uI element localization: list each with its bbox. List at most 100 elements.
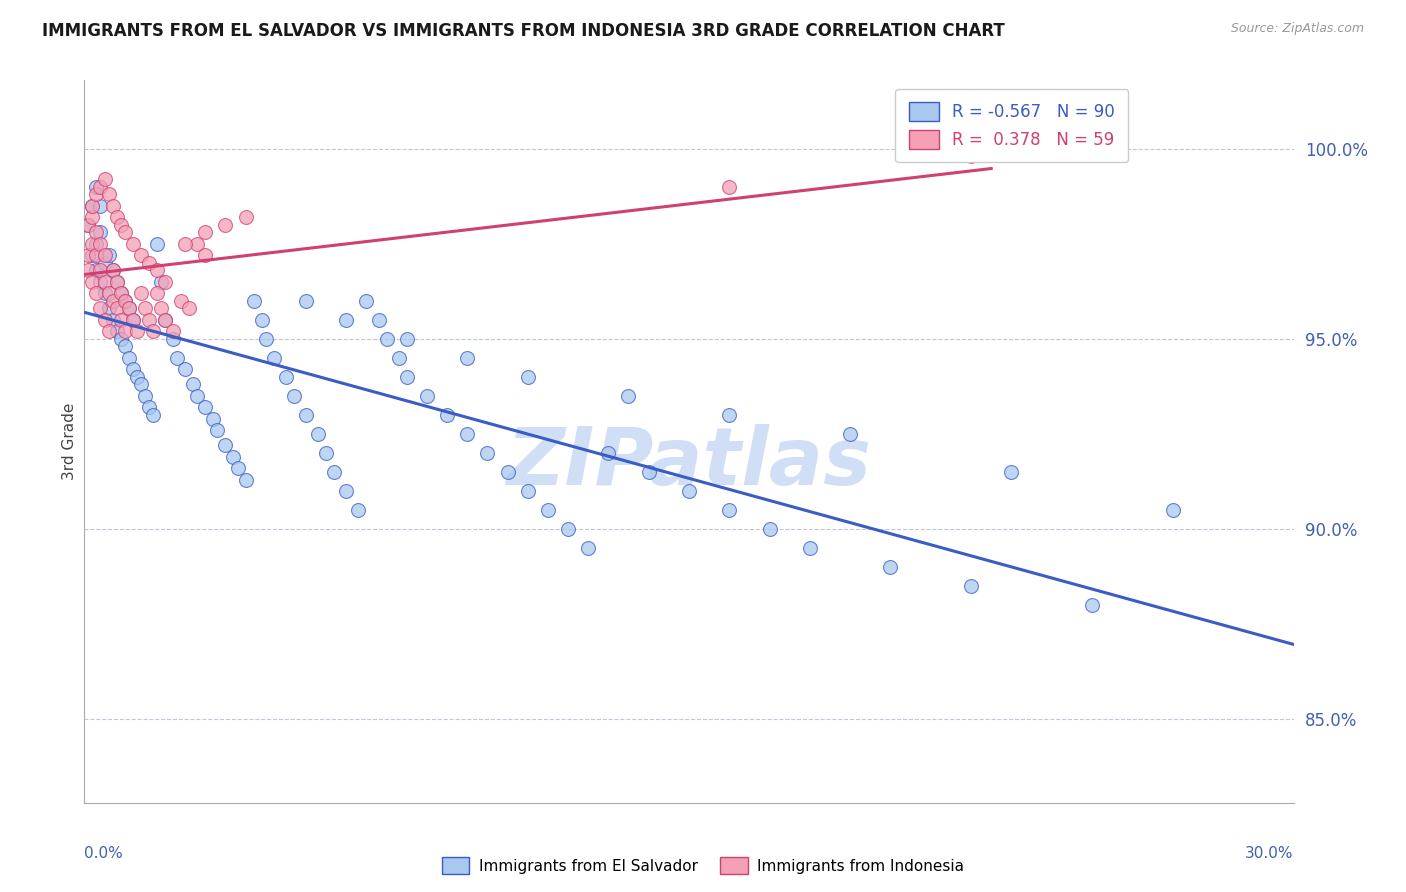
Point [118,351,141,365]
Point [576,541,599,555]
Point [194,401,217,415]
Point [146,236,169,251]
Point [82,248,104,262]
Point [250,313,273,327]
Point [114,226,136,240]
Point [110,286,132,301]
Point [82,199,104,213]
Point [121,313,143,327]
Point [82,275,104,289]
Point [718,503,741,517]
Point [194,248,217,262]
Point [86,248,108,262]
Point [375,332,398,346]
Point [121,236,143,251]
Point [839,426,862,441]
Point [1161,503,1184,517]
Point [149,275,172,289]
Point [86,187,108,202]
Point [93,248,115,262]
Point [202,411,225,425]
Point [214,438,236,452]
Point [356,293,378,308]
Point [77,218,100,232]
Point [101,313,124,327]
Text: 0.0%: 0.0% [84,847,124,861]
Point [129,286,152,301]
Point [142,408,165,422]
Point [89,301,111,316]
Point [295,408,318,422]
Point [110,286,132,301]
Point [214,218,236,232]
Text: 30.0%: 30.0% [1246,847,1294,861]
Point [110,218,132,232]
Point [82,236,104,251]
Point [86,179,108,194]
Point [557,522,579,536]
Point [138,256,160,270]
Point [335,483,357,498]
Point [388,351,411,365]
Point [516,370,538,384]
Point [105,275,128,289]
Point [1081,598,1104,612]
Point [129,377,152,392]
Point [89,226,111,240]
Point [477,446,499,460]
Point [153,313,176,327]
Point [110,313,132,327]
Point [516,483,538,498]
Point [97,324,120,338]
Point [114,293,136,308]
Point [134,301,156,316]
Point [77,218,100,232]
Point [89,236,111,251]
Point [138,401,160,415]
Point [254,332,277,346]
Point [82,199,104,213]
Point [105,301,128,316]
Point [263,351,285,365]
Point [105,275,128,289]
Point [101,263,124,277]
Point [194,226,217,240]
Point [678,483,700,498]
Point [86,263,108,277]
Point [222,450,245,464]
Legend: R = -0.567   N = 90, R =  0.378   N = 59: R = -0.567 N = 90, R = 0.378 N = 59 [896,88,1128,162]
Point [77,263,100,277]
Point [416,389,439,403]
Point [617,389,640,403]
Point [307,426,329,441]
Point [207,423,229,437]
Point [129,248,152,262]
Point [186,236,208,251]
Point [89,179,111,194]
Point [125,324,148,338]
Point [89,199,111,213]
Point [153,275,176,289]
Y-axis label: 3rd Grade: 3rd Grade [62,403,77,480]
Point [274,370,297,384]
Point [153,313,176,327]
Point [335,313,357,327]
Point [89,263,111,277]
Point [93,313,115,327]
Point [166,351,188,365]
Point [93,172,115,186]
Point [598,446,620,460]
Point [537,503,560,517]
Point [179,301,201,316]
Point [718,408,741,422]
Text: Source: ZipAtlas.com: Source: ZipAtlas.com [1230,22,1364,36]
Point [101,293,124,308]
Point [283,389,305,403]
Point [879,560,901,574]
Point [186,389,208,403]
Point [799,541,821,555]
Point [226,461,249,475]
Point [121,362,143,376]
Point [89,275,111,289]
Point [637,465,659,479]
